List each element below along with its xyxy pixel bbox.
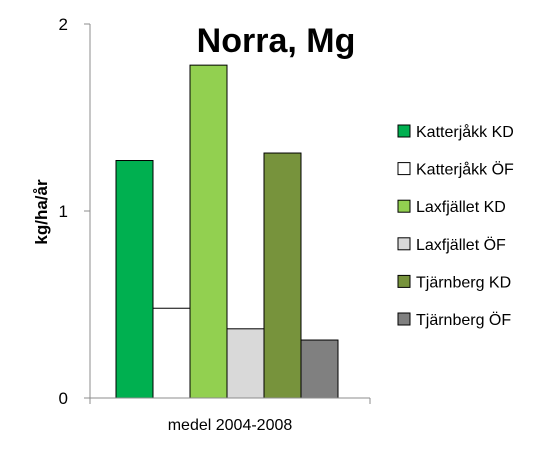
legend-label: Tjärnberg ÖF <box>416 311 511 329</box>
chart-title: Norra, Mg <box>197 22 356 60</box>
legend-swatch <box>397 162 411 176</box>
y-axis-label: kg/ha/år <box>32 179 51 245</box>
bar-tj-rnberg-kd <box>263 152 302 399</box>
x-category-label: medel 2004-2008 <box>168 417 293 434</box>
bar-katterj-kk-kd <box>115 160 154 399</box>
y-tick-label: 2 <box>59 15 68 34</box>
legend-label: Tjärnberg KD <box>416 274 511 291</box>
axes: 0 1 2 medel 2004-2008 <box>59 15 371 434</box>
legend-swatch <box>397 124 411 138</box>
bar-laxfj-llet-kd <box>189 64 228 399</box>
legend-label: Katterjåkk ÖF <box>416 161 514 179</box>
legend-label: Laxfjället ÖF <box>416 236 506 254</box>
bar-laxfj-llet-f <box>226 328 265 399</box>
legend-label: Laxfjället KD <box>416 199 506 216</box>
legend-label: Katterjåkk KD <box>416 123 514 141</box>
y-tick-label: 1 <box>59 202 68 221</box>
plot-area <box>115 64 339 399</box>
legend: Katterjåkk KD Katterjåkk ÖF Laxfjället KD L… <box>397 123 514 329</box>
legend-swatch <box>397 274 411 288</box>
legend-swatch <box>397 199 411 213</box>
bar-tj-rnberg-f <box>300 339 339 399</box>
legend-swatch <box>397 237 411 251</box>
y-tick-label: 0 <box>59 389 68 408</box>
legend-swatch <box>397 312 411 326</box>
bar-katterj-kk-f <box>152 307 191 399</box>
